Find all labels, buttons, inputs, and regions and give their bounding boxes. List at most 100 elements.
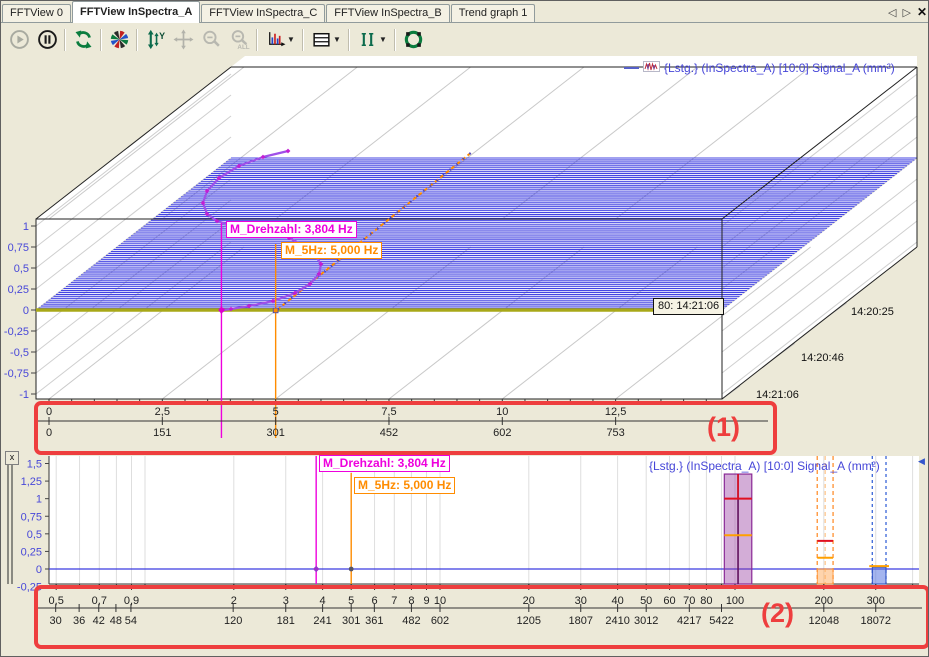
waveform-icon — [643, 61, 660, 75]
svg-text:7: 7 — [391, 595, 397, 607]
svg-text:120: 120 — [224, 615, 242, 627]
toolbar-play-button — [6, 27, 32, 53]
spectrum-legend-label: {Lstg.} (InSpectra_A) [10:0] Signal_A (m… — [649, 459, 880, 473]
toolbar-separator — [256, 28, 258, 51]
svg-text:0,5: 0,5 — [49, 595, 64, 607]
spectra-plane — [36, 157, 917, 311]
svg-text:482: 482 — [402, 615, 420, 627]
tab-fftview-inspectra-a[interactable]: FFTView InSpectra_A — [71, 1, 201, 23]
svg-text:70: 70 — [683, 595, 695, 607]
toolbar-pan-button — [170, 27, 196, 53]
svg-text:60: 60 — [663, 595, 675, 607]
band-300hz[interactable] — [871, 566, 887, 585]
waterfall-legend-label: {Lstg.} (InSpectra_A) [10:0] Signal_A (m… — [664, 61, 895, 75]
spectrum-y-axis: 1,5 1,25 1 0,75 0,5 0,25 0 -0,25 — [17, 459, 49, 594]
toolbar-chart-type-button[interactable]: ▼ — [262, 27, 298, 53]
time-axis-labels: 14:20:25 14:20:46 14:21:06 — [756, 306, 894, 401]
tab-fftview-0[interactable]: FFTView 0 — [2, 4, 71, 22]
svg-text:361: 361 — [365, 615, 383, 627]
tab-scroll-right-icon[interactable]: ▷ — [902, 6, 911, 19]
marker-label-5hz-2d[interactable]: M_5Hz: 5,000 Hz — [354, 477, 456, 494]
band-200hz[interactable] — [816, 568, 834, 585]
tab-scroll-left-icon[interactable]: ◁ — [888, 6, 897, 19]
svg-text:50: 50 — [640, 595, 652, 607]
svg-text:48: 48 — [110, 615, 122, 627]
svg-text:0,9: 0,9 — [124, 595, 139, 607]
svg-text:54: 54 — [125, 615, 137, 627]
svg-text:3: 3 — [283, 595, 289, 607]
toolbar-tracking-button[interactable] — [400, 27, 426, 53]
waterfall-x-axis: 0 2,5 5 7,5 10 12,5 0 151 301 452 602 753 — [36, 399, 768, 439]
svg-text:10: 10 — [434, 595, 446, 607]
scroll-left-icon[interactable]: ◀ — [918, 456, 925, 466]
marker-label-drehzahl-3d[interactable]: M_Drehzahl: 3,804 Hz — [226, 221, 357, 238]
svg-text:6: 6 — [371, 595, 377, 607]
active-spectrum-tooltip: 80: 14:21:06 — [653, 298, 725, 315]
svg-text:753: 753 — [606, 427, 624, 439]
svg-text:Y: Y — [159, 31, 165, 41]
svg-text:0: 0 — [36, 564, 42, 576]
svg-text:-0,25: -0,25 — [4, 326, 29, 338]
svg-text:-0,5: -0,5 — [10, 347, 29, 359]
toolbar-separator — [64, 28, 66, 51]
svg-text:1205: 1205 — [517, 615, 541, 627]
svg-text:1,5: 1,5 — [27, 459, 42, 471]
marker-label-5hz-3d[interactable]: M_5Hz: 5,000 Hz — [281, 242, 383, 259]
waterfall-y-axis: 1 0,75 0,5 0,25 0 -0,25 -0,5 -0,75 -1 — [4, 221, 36, 401]
tab-navigation: ◁ ▷ ✕ — [888, 5, 927, 19]
spectrum-2d-plot[interactable]: 1,5 1,25 1 0,75 0,5 0,25 0 -0,25 0,5 0,7 0,9 2 3 4 5 6 7… — [1, 449, 929, 657]
svg-text:5: 5 — [273, 406, 279, 418]
svg-text:602: 602 — [493, 427, 511, 439]
tab-fftview-inspectra-b[interactable]: FFTView InSpectra_B — [326, 4, 450, 22]
toolbar-layout-button[interactable]: ▼ — [308, 27, 344, 53]
svg-text:14:20:46: 14:20:46 — [801, 352, 844, 364]
svg-text:42: 42 — [93, 615, 105, 627]
svg-text:7,5: 7,5 — [381, 406, 396, 418]
toolbar-scale-y-button[interactable]: Y — [142, 27, 168, 53]
frequency-bands[interactable] — [723, 456, 890, 585]
svg-text:14:20:25: 14:20:25 — [851, 306, 894, 318]
tab-trend-graph-1[interactable]: Trend graph 1 — [450, 4, 536, 22]
spectrum-panel-close-button[interactable]: x — [5, 451, 19, 465]
svg-text:9: 9 — [423, 595, 429, 607]
tab-fftview-inspectra-c[interactable]: FFTView InSpectra_C — [201, 4, 326, 22]
toolbar-cursor-mode-button[interactable]: ▼ — [354, 27, 390, 53]
toolbar-separator — [136, 28, 138, 51]
waterfall-legend: {Lstg.} (InSpectra_A) [10:0] Signal_A (m… — [624, 61, 895, 75]
toolbar-separator — [100, 28, 102, 51]
toolbar-pinwheel-button[interactable] — [106, 27, 132, 53]
svg-text:0: 0 — [46, 427, 52, 439]
svg-text:452: 452 — [380, 427, 398, 439]
svg-text:300: 300 — [867, 595, 885, 607]
toolbar-separator — [302, 28, 304, 51]
svg-text:-0,25: -0,25 — [17, 582, 42, 594]
marker-label-drehzahl-2d[interactable]: M_Drehzahl: 3,804 Hz — [319, 455, 450, 472]
svg-text:301: 301 — [266, 427, 284, 439]
svg-text:241: 241 — [313, 615, 331, 627]
svg-text:602: 602 — [431, 615, 449, 627]
splitter-handle[interactable] — [7, 465, 9, 584]
svg-text:301: 301 — [342, 615, 360, 627]
spectrum-legend: {Lstg.} (InSpectra_A) [10:0] Signal_A (m… — [649, 459, 880, 473]
toolbar-zoom-out-button — [198, 27, 224, 53]
tab-bar: FFTView 0 FFTView InSpectra_A FFTView InSp… — [1, 1, 928, 23]
svg-text:ALL: ALL — [237, 44, 249, 50]
toolbar-refresh-button[interactable] — [70, 27, 96, 53]
svg-text:1,25: 1,25 — [21, 476, 42, 488]
svg-text:80: 80 — [700, 595, 712, 607]
toolbar-separator — [348, 28, 350, 51]
svg-text:36: 36 — [73, 615, 85, 627]
svg-text:12,5: 12,5 — [605, 406, 626, 418]
svg-text:14:21:06: 14:21:06 — [756, 389, 799, 401]
svg-text:0,25: 0,25 — [21, 546, 42, 558]
svg-text:0,5: 0,5 — [14, 263, 29, 275]
plot-background — [1, 56, 928, 449]
svg-text:0: 0 — [23, 305, 29, 317]
tab-close-icon[interactable]: ✕ — [916, 5, 927, 19]
splitter-handle[interactable] — [11, 465, 13, 584]
svg-text:0,75: 0,75 — [21, 511, 42, 523]
svg-text:30: 30 — [50, 615, 62, 627]
waterfall-3d-plot[interactable]: 1 0,75 0,5 0,25 0 -0,25 -0,5 -0,75 -1 0 2,5 5 7,5 10 1… — [1, 56, 929, 449]
toolbar-pause-button[interactable] — [34, 27, 60, 53]
svg-text:0,25: 0,25 — [8, 284, 29, 296]
